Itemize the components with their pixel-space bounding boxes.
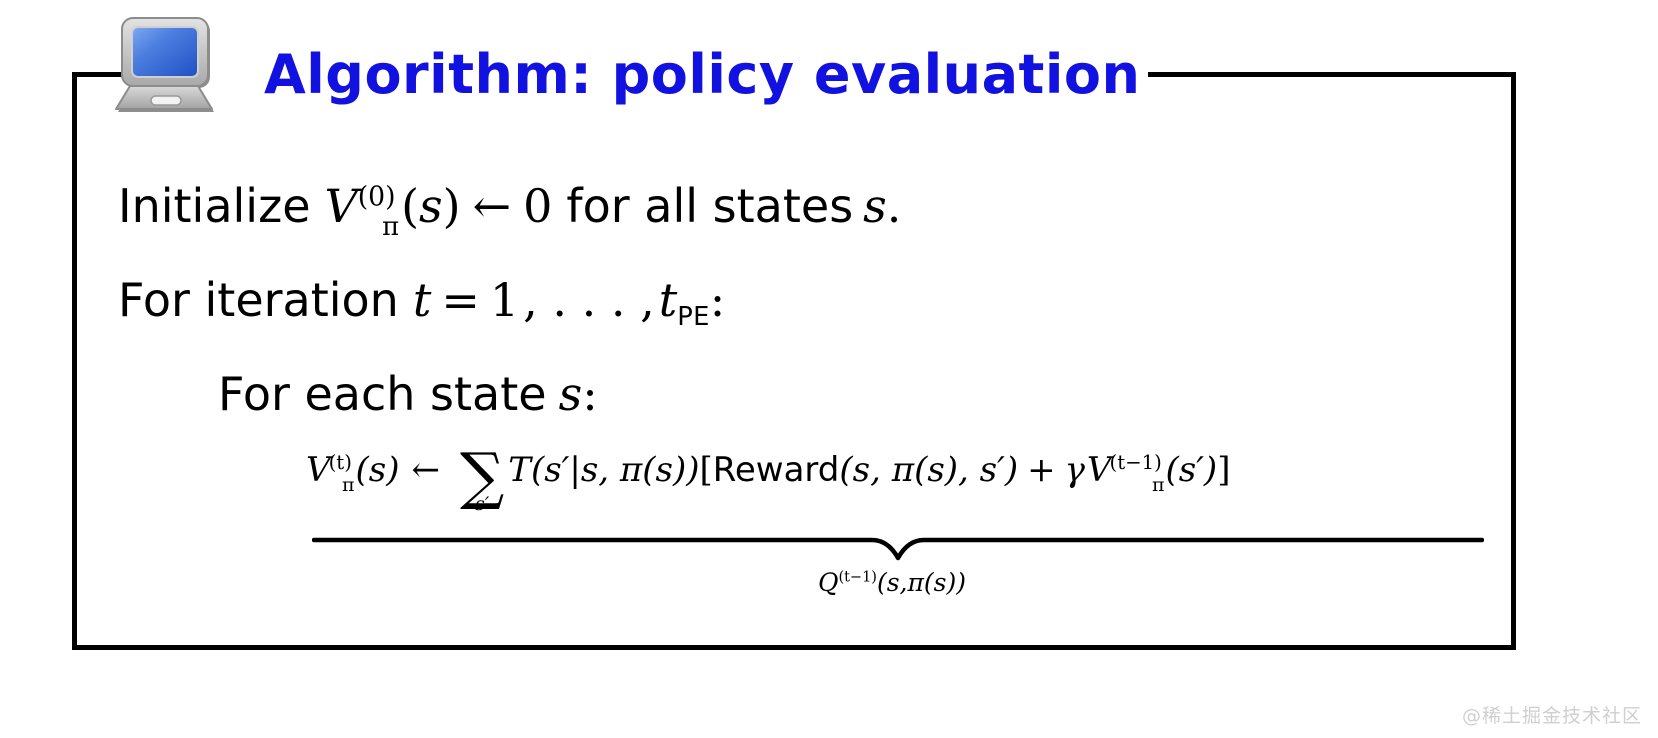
- underbrace-label: Q(t−1)(s,π(s)): [306, 568, 1478, 597]
- ellipsis: , . . . ,: [523, 273, 655, 327]
- equals-sign: =: [441, 273, 480, 327]
- plus-sign: +: [1027, 450, 1056, 490]
- period: .: [886, 179, 902, 233]
- transition-argument: (s′|s, π(s)): [530, 450, 700, 490]
- for-all-states-text: for all states: [566, 179, 854, 233]
- close-paren: ): [442, 179, 461, 233]
- next-value-superscript: (t−1): [1109, 450, 1162, 474]
- next-value-symbol: V: [1086, 450, 1112, 490]
- for-each-state-text: For each state: [218, 367, 547, 421]
- state-variable-loop: s: [558, 367, 583, 421]
- iteration-limit-subscript: PE: [677, 302, 710, 333]
- summation-glyph: ∑: [460, 439, 505, 512]
- assign-arrow: ←: [472, 179, 512, 233]
- colon: :: [709, 273, 726, 327]
- assign-arrow: ←: [411, 450, 441, 490]
- lhs-argument: (s): [355, 450, 400, 490]
- colon: :: [582, 367, 598, 421]
- value-subscript-pi: π: [382, 212, 400, 243]
- bracket-open: [: [699, 450, 713, 490]
- initialize-word: Initialize: [118, 179, 311, 233]
- lhs-value-symbol: V: [306, 450, 331, 490]
- bracket-close: ]: [1217, 450, 1231, 490]
- iteration-start: 1: [489, 273, 520, 327]
- lhs-superscript: (t): [328, 450, 352, 474]
- reward-argument: (s, π(s), s′): [839, 450, 1019, 490]
- iteration-limit-variable: t: [658, 273, 678, 327]
- open-paren: (: [401, 179, 420, 233]
- transition-symbol: T: [508, 450, 531, 490]
- reward-symbol: Reward: [712, 450, 840, 490]
- algorithm-line-initialize: Initialize V(0)π(s) ← 0 for all states s.: [118, 178, 902, 240]
- value-superscript-zero: (0): [357, 181, 396, 213]
- next-value-argument: (s′): [1165, 450, 1218, 490]
- algorithm-line-for-iteration: For iteration t = 1, . . . ,tPE:: [118, 272, 726, 330]
- gamma-symbol: γ: [1064, 450, 1085, 490]
- q-function-superscript: (t−1): [838, 569, 877, 586]
- algorithm-title: Algorithm: policy evaluation: [256, 44, 1149, 106]
- q-function-symbol: Q: [817, 568, 839, 597]
- state-variable: s: [419, 179, 443, 233]
- summation-limit: s′: [475, 493, 490, 515]
- algorithm-line-for-each-state: For each state s:: [218, 366, 598, 422]
- underbrace-icon: [311, 536, 1485, 570]
- value-function-symbol: V: [324, 179, 358, 233]
- value-update-equation-block: V(t)π(s) ← ∑ s′ T(s′|s, π(s))[Reward(s, π(s)…: [306, 440, 1486, 630]
- q-function-argument: (s,π(s)): [876, 568, 967, 597]
- iteration-variable: t: [412, 273, 432, 327]
- laptop-icon: [108, 14, 226, 116]
- value-update-equation: V(t)π(s) ← ∑ s′ T(s′|s, π(s))[Reward(s, π(s)…: [306, 440, 1231, 514]
- state-variable-2: s: [863, 179, 887, 233]
- lhs-subscript-pi: π: [342, 473, 355, 496]
- next-value-subscript-pi: π: [1151, 473, 1165, 496]
- watermark: @稀土掘金技术社区: [1461, 705, 1642, 727]
- for-iteration-text: For iteration: [118, 273, 399, 327]
- summation-icon: ∑ s′: [460, 445, 504, 514]
- zero-value: 0: [523, 179, 553, 233]
